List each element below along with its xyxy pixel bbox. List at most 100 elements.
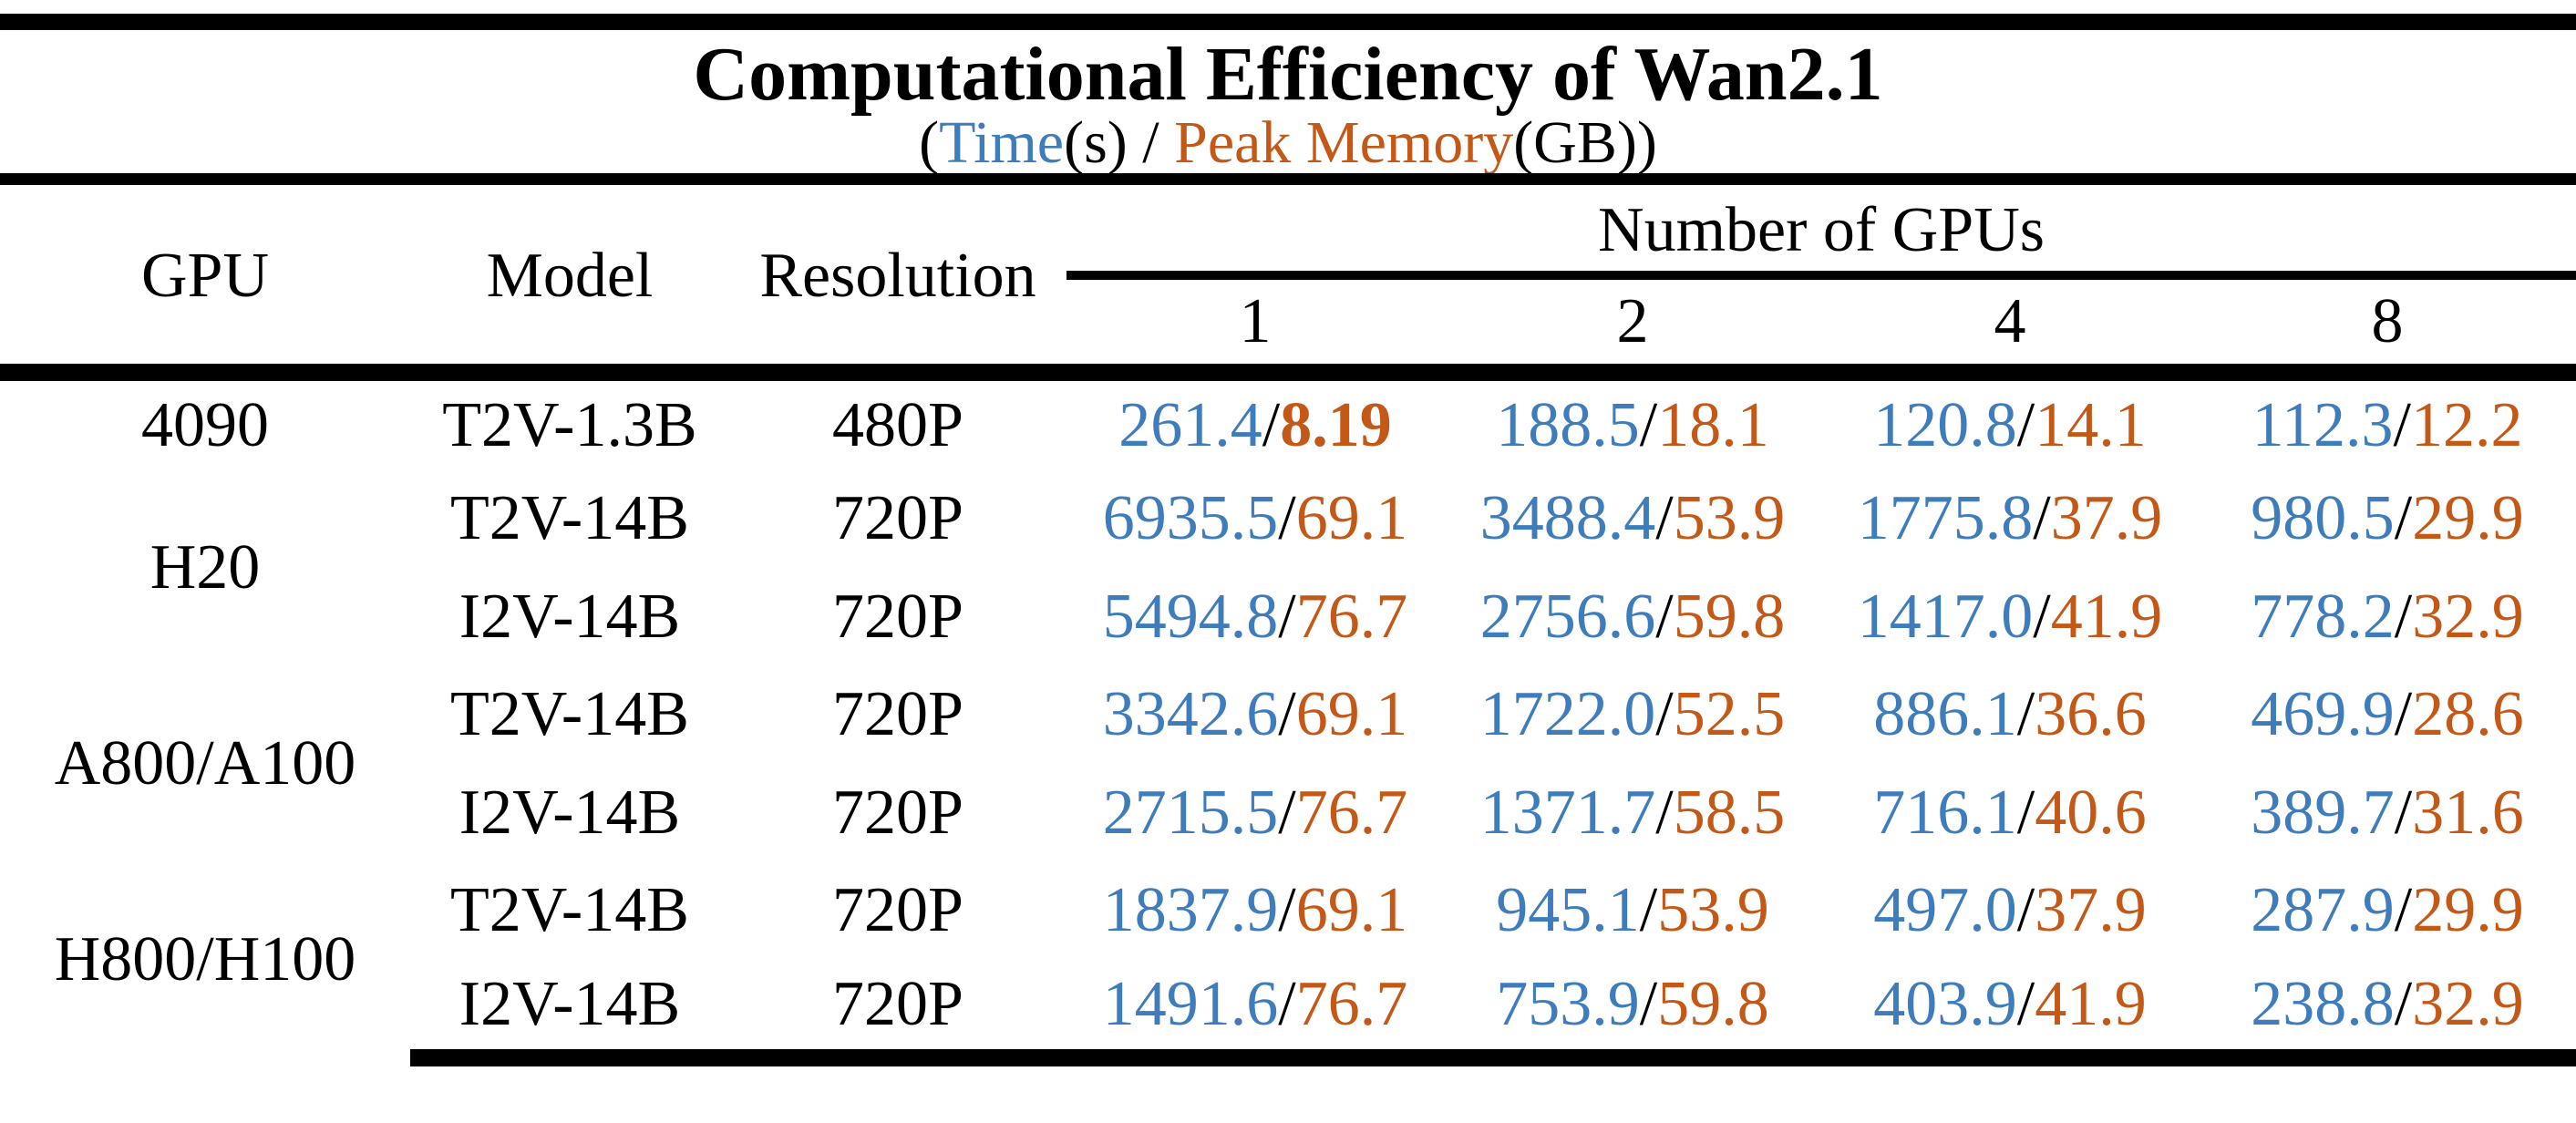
table-header: GPU Model Resolution Number of GPUs 1 2 … [0,190,2576,381]
slash-separator: / [1639,389,1658,460]
memory-value: 53.9 [1673,483,1786,554]
slash-separator: / [1639,875,1658,946]
time-value: 1775.8 [1857,483,2034,554]
slash-separator: / [2016,969,2035,1039]
caption-rule [0,173,2576,185]
time-memory-cell: 1722.0/52.5 [1444,666,1821,765]
time-value: 287.9 [2251,875,2395,946]
table-row: I2V-14B 720P 1491.6/76.7 753.9/59.8 403.9/41… [0,960,2576,1066]
table-row: I2V-14B 720P 5494.8/76.7 2756.6/59.8 1417.0/… [0,568,2576,666]
memory-value: 37.9 [2050,483,2163,554]
time-value: 3342.6 [1102,679,1279,750]
slash-separator: / [1655,581,1674,652]
gpu-cell: H20 [149,532,261,603]
time-memory-cell: 1491.6/76.7 [1066,960,1444,1066]
memory-value: 59.8 [1657,969,1769,1039]
table-row: I2V-14B 720P 2715.5/76.7 1371.7/58.5 716.1/4… [0,764,2576,862]
slash-separator: / [2394,777,2413,848]
time-memory-cell: 188.5/18.1 [1444,372,1821,470]
table-title: Computational Efficiency of Wan2.1 [693,32,1883,117]
table-row: 4090 T2V-1.3B 480P 261.4/8.19 188.5/18.1 120.… [0,372,2576,470]
slash-separator: / [2016,875,2035,946]
memory-value: 58.5 [1673,777,1786,848]
time-value: 261.4 [1118,389,1262,460]
time-value: 1371.7 [1479,777,1656,848]
header-gpu-count-2: 2 [1444,275,1821,381]
time-memory-cell: 753.9/59.8 [1444,960,1821,1066]
time-value: 389.7 [2251,777,2395,848]
resolution-cell: 720P [832,679,963,750]
header-model: Model [410,190,729,381]
time-memory-cell: 3488.4/53.9 [1444,470,1821,569]
header-gpu-count-4: 4 [1821,275,2199,381]
time-value: 778.2 [2251,581,2395,652]
memory-value: 41.9 [2035,969,2147,1039]
header-gpu-count-8: 8 [2199,275,2576,381]
time-memory-cell: 3342.6/69.1 [1066,666,1444,765]
time-value: 238.8 [2251,969,2395,1039]
slash-separator: / [2394,969,2413,1039]
time-memory-cell: 120.8/14.1 [1821,372,2199,470]
time-value: 3488.4 [1479,483,1656,554]
time-value: 112.3 [2251,389,2394,460]
subtitle-close-paren: ) [1636,109,1657,176]
header-gpu-count-1: 1 [1066,275,1444,381]
time-memory-cell: 2715.5/76.7 [1066,764,1444,862]
time-memory-cell: 886.1/36.6 [1821,666,2199,765]
time-memory-cell: 778.2/32.9 [2199,568,2576,666]
subtitle-memory-unit: (GB) [1513,109,1637,176]
time-value: 886.1 [1873,679,2017,750]
model-cell: I2V-14B [459,581,681,652]
table-subtitle: (Time(s) / Peak Memory(GB)) [0,111,2576,174]
slash-separator: / [1278,777,1296,848]
memory-value: 69.1 [1295,875,1408,946]
memory-value: 69.1 [1295,483,1408,554]
slash-separator: / [2394,679,2413,750]
header-group-row: GPU Model Resolution Number of GPUs [0,190,2576,381]
memory-value: 37.9 [2035,875,2147,946]
memory-value: 29.9 [2412,875,2524,946]
model-cell: T2V-14B [450,483,689,554]
resolution-cell: 720P [832,777,963,848]
slash-separator: / [2394,875,2413,946]
memory-value: 12.2 [2410,389,2523,460]
subtitle-slash: / [1127,109,1175,176]
memory-value: 76.7 [1295,777,1408,848]
gpu-cell: A800/A100 [54,728,356,798]
time-value: 120.8 [1873,389,2017,460]
slash-separator: / [1655,777,1674,848]
time-memory-cell: 403.9/41.9 [1821,960,2199,1066]
memory-value: 8.19 [1280,389,1392,460]
model-cell: I2V-14B [410,960,729,1066]
memory-value: 69.1 [1295,679,1408,750]
time-value: 2715.5 [1102,777,1279,848]
time-memory-cell: 6935.5/69.1 [1066,470,1444,569]
memory-value: 76.7 [1295,581,1408,652]
time-memory-cell: 261.4/8.19 [1066,372,1444,470]
memory-value: 52.5 [1673,679,1786,750]
time-memory-cell: 1775.8/37.9 [1821,470,2199,569]
resolution-cell: 720P [729,960,1066,1066]
time-value: 5494.8 [1102,581,1279,652]
memory-value: 76.7 [1295,969,1408,1039]
table-row: H20 T2V-14B 720P 6935.5/69.1 3488.4/53.9 1775… [0,470,2576,600]
memory-value: 32.9 [2412,969,2524,1039]
gpu-cell: H800/H100 [54,924,356,994]
time-value: 2756.6 [1479,581,1656,652]
resolution-cell: 720P [832,483,963,554]
time-value: 1837.9 [1102,875,1279,946]
top-rule [0,14,2576,30]
memory-value: 40.6 [2035,777,2147,848]
memory-value: 41.9 [2050,581,2163,652]
subtitle-memory-label: Peak Memory [1174,109,1514,176]
time-memory-cell: 2756.6/59.8 [1444,568,1821,666]
slash-separator: / [2016,777,2035,848]
time-value: 1491.6 [1102,969,1279,1039]
slash-separator: / [1278,875,1296,946]
time-value: 980.5 [2251,483,2395,554]
time-memory-cell: 5494.8/76.7 [1066,568,1444,666]
time-value: 1417.0 [1857,581,2034,652]
time-memory-cell: 945.1/53.9 [1444,862,1821,961]
time-memory-cell: 287.9/29.9 [2199,862,2576,961]
time-value: 716.1 [1873,777,2017,848]
